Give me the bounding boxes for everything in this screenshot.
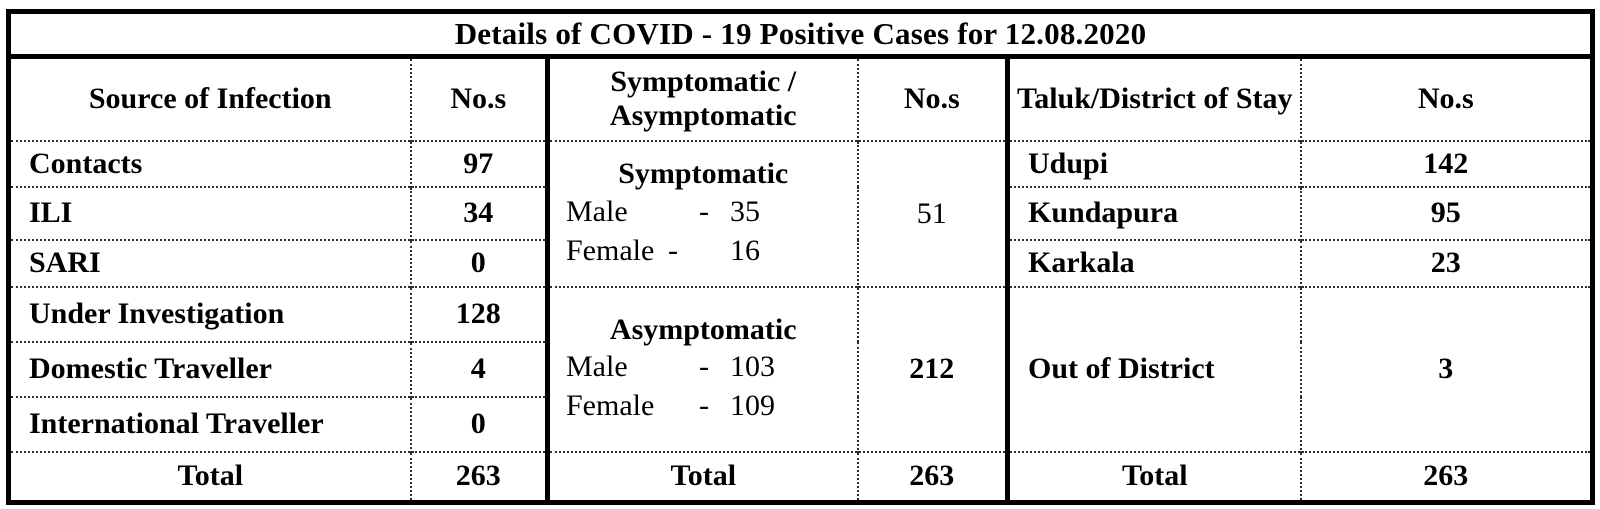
covid-report-page: Details of COVID - 19 Positive Cases for… bbox=[6, 9, 1595, 506]
source-total-value: 263 bbox=[409, 450, 548, 503]
source-row-label: Domestic Traveller bbox=[8, 340, 411, 397]
female-label: Female bbox=[566, 389, 655, 423]
asymptomatic-block: Asymptomatic Male - 103 Female - 109 bbox=[545, 285, 858, 452]
asymptomatic-male-row: Male - 103 bbox=[553, 347, 857, 386]
out-of-district-label: Out of District bbox=[1005, 285, 1301, 452]
symptomatic-heading: Symptomatic bbox=[618, 157, 789, 191]
dash-separator: - bbox=[668, 233, 678, 267]
source-row-label: Under Investigation bbox=[8, 285, 411, 342]
taluk-total-value: 263 bbox=[1299, 450, 1593, 503]
source-total-label: Total bbox=[8, 450, 411, 503]
symptomatic-total: 51 bbox=[856, 139, 1008, 287]
header-symptomatic-asymptomatic: Symptomatic / Asymptomatic bbox=[545, 55, 858, 141]
header-symptom-nos: No.s bbox=[856, 55, 1008, 141]
asymptomatic-female-row: Female - 109 bbox=[553, 386, 857, 425]
source-row-label: International Traveller bbox=[8, 395, 411, 452]
header-source-nos: No.s bbox=[409, 55, 548, 141]
female-count: 109 bbox=[730, 389, 775, 423]
male-label: Male bbox=[566, 194, 628, 228]
source-row-label: ILI bbox=[8, 185, 411, 240]
dash-separator: - bbox=[699, 194, 709, 228]
symptom-total-label: Total bbox=[545, 450, 858, 503]
female-count: 16 bbox=[730, 233, 760, 267]
source-row-value: 34 bbox=[409, 185, 548, 240]
dash-separator: - bbox=[699, 350, 709, 384]
symptom-total-value: 263 bbox=[856, 450, 1008, 503]
covid-cases-table: Details of COVID - 19 Positive Cases for… bbox=[6, 9, 1595, 505]
source-row-value: 0 bbox=[409, 238, 548, 287]
header-taluk-nos: No.s bbox=[1299, 55, 1593, 141]
male-count: 35 bbox=[730, 194, 760, 228]
symptomatic-block: Symptomatic Male - 35 Female - 16 bbox=[545, 139, 858, 287]
taluk-row-value: 142 bbox=[1299, 139, 1593, 187]
symptomatic-male-row: Male - 35 bbox=[553, 192, 857, 231]
header-source-of-infection: Source of Infection bbox=[8, 55, 411, 141]
source-row-value: 0 bbox=[409, 395, 548, 452]
out-of-district-value: 3 bbox=[1299, 285, 1593, 452]
male-count: 103 bbox=[730, 350, 775, 384]
source-row-label: SARI bbox=[8, 238, 411, 287]
taluk-row-label: Udupi bbox=[1005, 139, 1301, 187]
taluk-row-value: 23 bbox=[1299, 238, 1593, 287]
header-taluk-district: Taluk/District of Stay bbox=[1005, 55, 1301, 141]
asymptomatic-total: 212 bbox=[856, 285, 1008, 452]
taluk-row-label: Kundapura bbox=[1005, 185, 1301, 240]
source-row-value: 4 bbox=[409, 340, 548, 397]
taluk-row-value: 95 bbox=[1299, 185, 1593, 240]
source-row-value: 128 bbox=[409, 285, 548, 342]
source-row-value: 97 bbox=[409, 139, 548, 187]
taluk-total-label: Total bbox=[1005, 450, 1301, 503]
table-title: Details of COVID - 19 Positive Cases for… bbox=[8, 10, 1593, 59]
female-label: Female bbox=[566, 233, 655, 267]
male-label: Male bbox=[566, 350, 628, 384]
asymptomatic-heading: Asymptomatic bbox=[609, 312, 797, 346]
dash-separator: - bbox=[699, 389, 709, 423]
source-row-label: Contacts bbox=[8, 139, 411, 187]
taluk-row-label: Karkala bbox=[1005, 238, 1301, 287]
symptomatic-female-row: Female - 16 bbox=[553, 231, 857, 270]
